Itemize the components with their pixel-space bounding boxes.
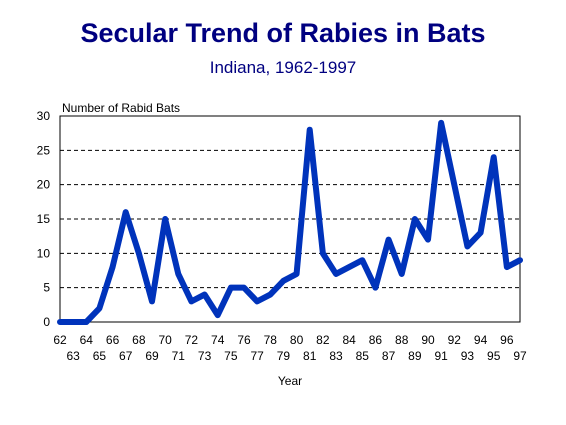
- x-tick-label: 96: [500, 333, 514, 347]
- data-point: [255, 299, 259, 303]
- data-point: [111, 265, 115, 269]
- data-point: [387, 238, 391, 242]
- x-tick-label: 70: [158, 333, 172, 347]
- x-tick-label: 73: [198, 349, 212, 363]
- data-point: [505, 265, 509, 269]
- x-tick-label: 63: [66, 349, 80, 363]
- data-point: [308, 128, 312, 132]
- x-tick-label: 79: [277, 349, 291, 363]
- data-point: [189, 299, 193, 303]
- x-tick-label: 83: [329, 349, 343, 363]
- x-tick-label: 65: [93, 349, 107, 363]
- y-tick-label: 5: [43, 281, 50, 295]
- data-point: [84, 320, 88, 324]
- x-tick-label: 94: [474, 333, 488, 347]
- data-point: [71, 320, 75, 324]
- data-point: [295, 272, 299, 276]
- x-tick-label: 67: [119, 349, 133, 363]
- data-point: [176, 272, 180, 276]
- y-tick-label: 20: [37, 178, 51, 192]
- x-tick-label: 74: [211, 333, 225, 347]
- x-tick-label: 95: [487, 349, 501, 363]
- x-tick-label: 86: [369, 333, 383, 347]
- data-point: [426, 238, 430, 242]
- x-tick-label: 92: [448, 333, 462, 347]
- data-point: [268, 293, 272, 297]
- data-point: [439, 121, 443, 125]
- series-line: [57, 119, 523, 325]
- data-point: [373, 286, 377, 290]
- x-tick-label: 62: [53, 333, 67, 347]
- x-tick-label: 89: [408, 349, 422, 363]
- data-point: [58, 320, 62, 324]
- x-tick-label: 68: [132, 333, 146, 347]
- x-tick-label: 77: [250, 349, 264, 363]
- data-point: [216, 313, 220, 317]
- y-tick-label: 10: [37, 246, 51, 260]
- x-tick-label: 93: [461, 349, 475, 363]
- x-tick-label: 64: [80, 333, 94, 347]
- data-point: [465, 244, 469, 248]
- x-tick-label: 71: [172, 349, 186, 363]
- y-axis-label: Number of Rabid Bats: [62, 101, 180, 115]
- x-tick-label: 87: [382, 349, 396, 363]
- x-tick-label: 69: [145, 349, 159, 363]
- data-point: [124, 210, 128, 214]
- x-tick-label: 75: [224, 349, 238, 363]
- chart-title: Secular Trend of Rabies in Bats: [80, 18, 486, 48]
- series-layer: [57, 119, 523, 325]
- data-point: [400, 272, 404, 276]
- data-point: [360, 258, 364, 262]
- y-tick-label: 30: [37, 109, 51, 123]
- chart-subtitle: Indiana, 1962-1997: [209, 58, 357, 77]
- data-point: [347, 265, 351, 269]
- data-point: [137, 251, 141, 255]
- x-tick-label: 81: [303, 349, 317, 363]
- x-tick-label: 88: [395, 333, 409, 347]
- x-tick-label: 90: [421, 333, 435, 347]
- data-point: [321, 251, 325, 255]
- x-tick-label: 97: [513, 349, 527, 363]
- data-point: [479, 231, 483, 235]
- data-point: [163, 217, 167, 221]
- y-tick-label: 25: [37, 143, 51, 157]
- data-point: [97, 306, 101, 310]
- x-tick-label: 76: [237, 333, 251, 347]
- x-tick-label: 82: [316, 333, 330, 347]
- y-tick-label: 0: [43, 315, 50, 329]
- y-ticks: 0 5 10 15 20 25 30: [37, 109, 51, 329]
- data-point: [242, 286, 246, 290]
- data-point: [229, 286, 233, 290]
- data-point: [334, 272, 338, 276]
- x-axis-label: Year: [278, 374, 302, 388]
- data-point: [452, 183, 456, 187]
- y-tick-label: 15: [37, 212, 51, 226]
- data-point: [518, 258, 522, 262]
- data-point: [281, 279, 285, 283]
- x-tick-label: 85: [356, 349, 370, 363]
- data-point: [150, 299, 154, 303]
- x-tick-label: 80: [290, 333, 304, 347]
- data-point: [413, 217, 417, 221]
- x-tick-label: 84: [342, 333, 356, 347]
- x-tick-label: 78: [264, 333, 278, 347]
- data-point: [203, 293, 207, 297]
- x-tick-label: 91: [434, 349, 448, 363]
- data-point: [492, 155, 496, 159]
- x-tick-label: 72: [185, 333, 199, 347]
- x-tick-label: 66: [106, 333, 120, 347]
- plot-frame: [59, 115, 521, 323]
